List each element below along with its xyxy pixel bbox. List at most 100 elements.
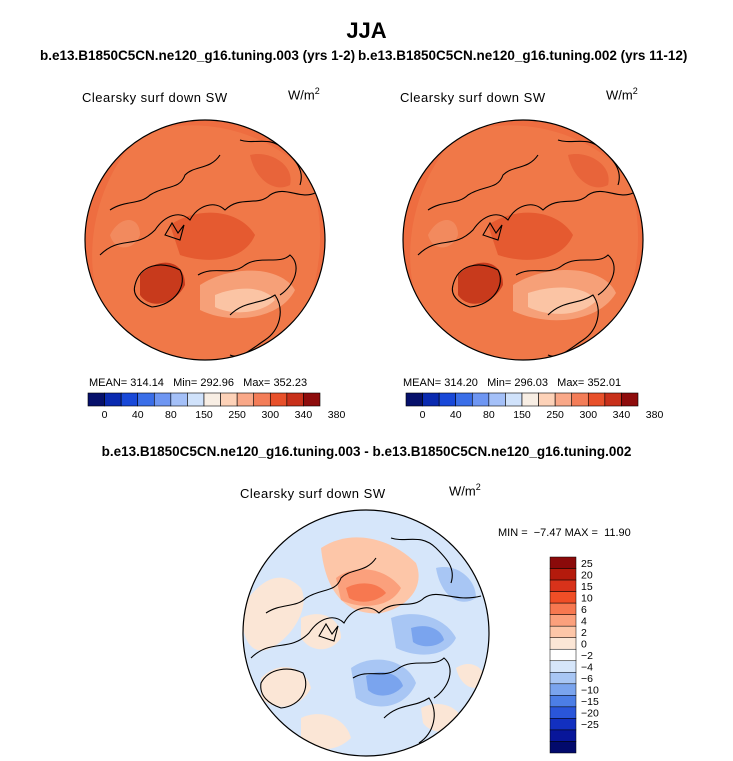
panel2-colorbar-tick: 80 [483,409,495,421]
difference-colorbar-tick: −25 [581,719,599,731]
panel1-colorbar: 0 40 80 150 250 300 340 380 [87,392,345,421]
panel1-min-value: 292.96 [200,377,234,389]
difference-colorbar-swatch [549,568,577,581]
panel1-colorbar-swatch [203,392,221,407]
panel2-colorbar-swatch [488,392,506,407]
panel2-variable-label: Clearsky surf down SW [400,90,546,105]
panel1-colorbar-swatch [303,392,321,407]
panel2-colorbar-tick: 0 [420,409,426,421]
difference-variable-label: Clearsky surf down SW [240,486,386,501]
difference-colorbar-tick: 15 [581,581,593,593]
panel1-colorbar-swatch [120,392,139,407]
panel1-colorbar-swatch [153,392,172,407]
panel2-colorbar-swatch [455,392,473,407]
panel2-colorbar-swatch [571,392,589,407]
difference-colorbar-tick: 25 [581,558,593,570]
difference-polar-map [242,509,490,757]
panel2-colorbar-swatch [505,392,523,407]
panel1-colorbar-tick: 300 [262,409,280,421]
difference-colorbar-tick: 2 [581,627,587,639]
difference-colorbar-swatch [549,718,577,731]
panel1-mean-value: 314.14 [130,377,164,389]
difference-colorbar-tick: −10 [581,685,599,697]
panel1-colorbar-tick: 80 [165,409,177,421]
difference-colorbar-swatch [549,729,577,742]
difference-colorbar-swatch [549,602,577,615]
difference-colorbar-swatch [549,614,577,627]
panel2-colorbar-swatch [471,392,490,407]
panel2-colorbar-swatch [438,392,457,407]
panel1-polar-map [84,119,326,361]
difference-colorbar-swatch [549,706,577,719]
panel1-colorbar-swatch [269,392,288,407]
panel1-colorbar-swatch [87,392,105,407]
season-title: JJA [346,18,387,43]
panel2-polar-map [402,119,644,361]
difference-colorbar-tick: 4 [581,615,587,627]
difference-colorbar-tick: −15 [581,696,599,708]
panel1-colorbar-swatch [170,392,188,407]
panel1-colorbar-tick: 40 [132,409,144,421]
panel1-colorbar-swatch [187,392,205,407]
difference-colorbar-swatch [549,625,577,638]
panel1-case-title: b.e13.B1850C5CN.ne120_g16.tuning.003 (yr… [40,48,356,63]
panel2-colorbar-swatch [538,392,556,407]
panel1-colorbar-swatch [286,392,304,407]
panel2-colorbar-tick: 380 [646,409,664,421]
panel2-mean-label: MEAN= [403,377,442,389]
difference-colorbar-tick: 6 [581,604,587,616]
difference-colorbar-swatch [549,556,577,569]
panel2-stats: MEAN= 314.20 Min= 296.03 Max= 352.01 [403,377,621,389]
panel2-colorbar-tick: 340 [613,409,631,421]
panel1-colorbar-tick: 0 [102,409,108,421]
difference-colorbar-swatch [549,579,577,592]
difference-colorbar-tick: 20 [581,569,593,581]
difference-colorbar-tick: 0 [581,638,587,650]
panel2-colorbar-tick: 250 [546,409,564,421]
difference-colorbar-swatch [549,695,577,708]
difference-units: W/m2 [449,482,481,499]
panel2-min-label: Min= [487,377,512,389]
panel1-colorbar-swatch [104,392,122,407]
panel1-units: W/m2 [288,86,320,103]
difference-colorbar-swatch [549,672,577,685]
panel2-case-title: b.e13.B1850C5CN.ne120_g16.tuning.002 (yr… [358,48,688,63]
panel1-colorbar-swatch [137,392,155,407]
panel2-units: W/m2 [606,86,638,103]
panel1-colorbar-tick: 340 [295,409,313,421]
panel2-min-value: 296.03 [514,377,548,389]
panel1-colorbar-tick: 380 [328,409,346,421]
panel2-colorbar-tick: 40 [450,409,462,421]
difference-colorbar-swatch [549,741,577,754]
difference-colorbar-swatch [549,637,577,650]
panel2-colorbar-swatch [405,392,423,407]
difference-colorbar-tick: −6 [581,673,593,685]
panel1-colorbar-swatch [236,392,255,407]
panel2-colorbar-swatch [587,392,606,407]
panel1-mean-label: MEAN= [89,377,128,389]
panel2-mean-value: 314.20 [444,377,478,389]
panel1-colorbar-tick: 150 [195,409,213,421]
difference-title: b.e13.B1850C5CN.ne120_g16.tuning.003 - b… [101,444,632,459]
panel2-colorbar-tick: 150 [513,409,531,421]
panel2-colorbar-swatch [604,392,622,407]
difference-colorbar-swatch [549,660,577,673]
panel2-max-label: Max= [557,377,585,389]
panel1-colorbar-swatch [253,392,271,407]
panel1-max-value: 352.23 [273,377,308,389]
panel2-colorbar-swatch [521,392,539,407]
panel2-colorbar-swatch [621,392,639,407]
panel2-colorbar-swatch [422,392,440,407]
difference-colorbar-tick: −20 [581,708,599,720]
difference-colorbar-swatch [549,591,577,604]
difference-min-max: MIN = −7.47 MAX = 11.90 [498,527,631,539]
difference-colorbar-swatch [549,683,577,696]
panel1-min-label: Min= [173,377,198,389]
difference-colorbar-tick: −4 [581,662,593,674]
panel2-colorbar-swatch [554,392,573,407]
difference-colorbar-swatch [549,648,577,662]
panel2-max-value: 352.01 [587,377,622,389]
panel2-colorbar: 0 40 80 150 250 300 340 380 [405,392,663,421]
panel2-colorbar-tick: 300 [580,409,598,421]
